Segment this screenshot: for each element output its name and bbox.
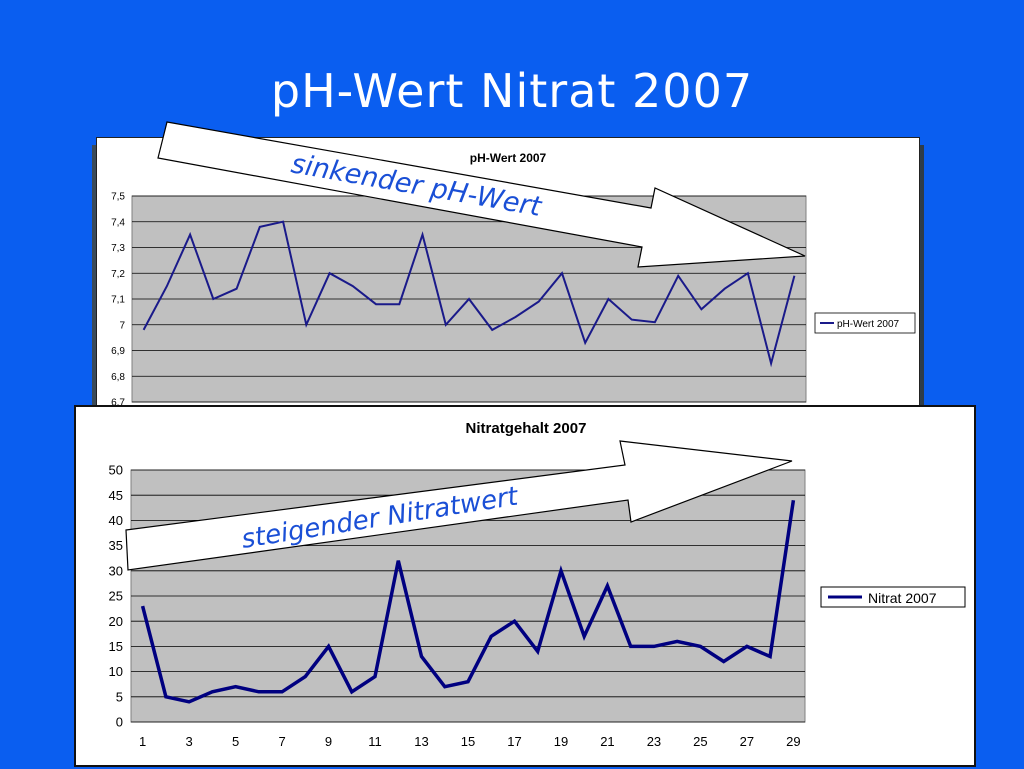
nitrate-x-tick-label: 27 xyxy=(740,734,754,749)
ph-chart-title: pH-Wert 2007 xyxy=(470,151,547,165)
nitrate-x-tick-label: 9 xyxy=(325,734,332,749)
nitrate-x-tick-label: 7 xyxy=(278,734,285,749)
nitrate-y-tick-label: 10 xyxy=(109,664,123,679)
nitrate-x-tick-label: 13 xyxy=(414,734,428,749)
nitrate-x-tick-label: 29 xyxy=(786,734,800,749)
ph-y-tick-label: 7,2 xyxy=(111,269,125,280)
nitrate-x-tick-label: 5 xyxy=(232,734,239,749)
nitrate-legend-label: Nitrat 2007 xyxy=(868,590,937,606)
nitrate-x-tick-label: 3 xyxy=(185,734,192,749)
ph-y-tick-label: 7,4 xyxy=(111,217,125,228)
nitrate-x-tick-label: 15 xyxy=(461,734,475,749)
ph-y-tick-label: 7,1 xyxy=(111,295,125,306)
nitrate-x-tick-label: 21 xyxy=(600,734,614,749)
nitrate-y-tick-label: 35 xyxy=(109,538,123,553)
nitrate-y-tick-label: 45 xyxy=(109,488,123,503)
ph-legend-label: pH-Wert 2007 xyxy=(837,319,900,330)
ph-chart: pH-Wert 2007 7,57,47,37,27,176,96,86,7 p… xyxy=(97,138,919,408)
slide-title: pH-Wert Nitrat 2007 xyxy=(0,64,1024,118)
ph-y-tick-label: 7 xyxy=(119,320,125,331)
nitrate-chart-title: Nitratgehalt 2007 xyxy=(466,420,587,437)
ph-legend: pH-Wert 2007 xyxy=(815,313,915,333)
ph-y-tick-label: 6,9 xyxy=(111,346,125,357)
nitrate-y-tick-label: 50 xyxy=(109,463,123,478)
nitrate-x-tick-label: 1 xyxy=(139,734,146,749)
nitrate-y-tick-label: 25 xyxy=(109,589,123,604)
nitrate-x-tick-label: 11 xyxy=(368,734,382,749)
nitrate-y-tick-label: 5 xyxy=(116,689,123,704)
ph-y-tick-label: 7,5 xyxy=(111,192,125,203)
nitrate-legend: Nitrat 2007 xyxy=(821,587,965,607)
nitrate-y-tick-label: 30 xyxy=(109,563,123,578)
nitrate-x-tick-label: 19 xyxy=(554,734,568,749)
nitrate-y-tick-label: 0 xyxy=(116,715,123,730)
nitrate-x-tick-label: 17 xyxy=(507,734,521,749)
ph-y-tick-label: 7,3 xyxy=(111,243,125,254)
nitrate-y-tick-label: 40 xyxy=(109,513,123,528)
ph-y-tick-label: 6,8 xyxy=(111,372,125,383)
nitrate-y-tick-label: 20 xyxy=(109,614,123,629)
nitrate-x-tick-label: 25 xyxy=(693,734,707,749)
nitrate-x-tick-label: 23 xyxy=(647,734,661,749)
nitrate-y-tick-label: 15 xyxy=(109,639,123,654)
